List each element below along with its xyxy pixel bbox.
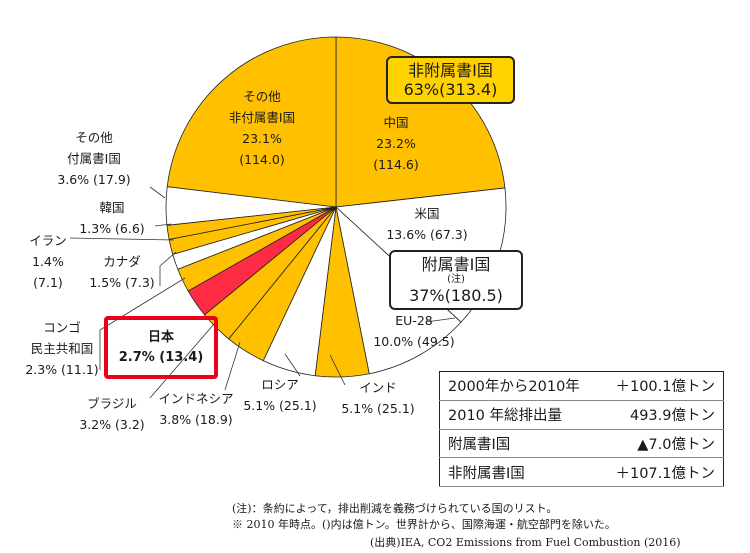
leader-lines bbox=[69, 186, 456, 399]
summary-row: 附属書Ⅰ国 ▲7.0億トン bbox=[439, 429, 724, 459]
summary-value: ＋100.1億トン bbox=[598, 371, 724, 401]
leader-line-korea bbox=[154, 223, 172, 227]
leader-line-other-annex bbox=[149, 186, 166, 199]
non-annex-callout: 非附属書Ⅰ国 63%(313.4) bbox=[386, 56, 515, 104]
summary-label: 2000年から2010年 bbox=[439, 371, 599, 401]
leader-line-india bbox=[329, 354, 346, 386]
leader-line-eu bbox=[425, 317, 456, 323]
annex-callout: 附属書Ⅰ国 (注) 37%(180.5) bbox=[389, 250, 523, 310]
summary-row: 2010 年総排出量 493.9億トン bbox=[439, 400, 724, 430]
leader-line-congo bbox=[99, 277, 186, 370]
footnote-annex-definition: (注)：条約によって，排出削減を義務づけられている国のリスト。 bbox=[232, 502, 558, 515]
japan-highlight-box bbox=[104, 316, 218, 379]
summary-value: ＋107.1億トン bbox=[598, 457, 724, 487]
label-congo: コンゴ 民主共和国 2.3% (11.1) bbox=[25, 320, 99, 377]
label-china: 中国 23.2% (114.6) bbox=[373, 115, 419, 172]
leader-line-brazil bbox=[149, 323, 215, 399]
label-korea: 韓国 1.3% (6.6) bbox=[79, 200, 145, 236]
leader-line-russia bbox=[284, 353, 301, 377]
label-india: インド 5.1% (25.1) bbox=[341, 380, 415, 416]
label-canada: カナダ 1.5% (7.3) bbox=[89, 254, 155, 290]
label-indonesia: インドネシア 3.8% (18.9) bbox=[158, 391, 234, 427]
label-us: 米国 13.6% (67.3) bbox=[386, 206, 468, 242]
leader-line-indonesia bbox=[224, 341, 241, 391]
summary-table: 2000年から2010年 ＋100.1億トン 2010 年総排出量 493.9億… bbox=[439, 371, 724, 487]
summary-row: 2000年から2010年 ＋100.1億トン bbox=[439, 371, 724, 401]
leader-line-canada bbox=[159, 251, 177, 286]
summary-label: 附属書Ⅰ国 bbox=[439, 429, 599, 459]
label-russia: ロシア 5.1% (25.1) bbox=[243, 377, 317, 413]
leader-line-iran bbox=[69, 237, 175, 241]
label-japan: 日本 2.7% (13.4) bbox=[118, 330, 204, 365]
label-other-annex: その他 付属書I国 3.6% (17.9) bbox=[57, 130, 131, 187]
summary-value: 493.9億トン bbox=[598, 400, 724, 430]
footnote-units: ※ 2010 年時点。()内は億トン。世界計から、国際海運・航空部門を除いた。 bbox=[232, 518, 616, 531]
pie-slice-13 bbox=[166, 36, 337, 208]
summary-row: 非附属書Ⅰ国 ＋107.1億トン bbox=[439, 457, 724, 487]
label-other-non-annex: その他 非付属書I国 23.1% (114.0) bbox=[228, 89, 296, 167]
summary-label: 非附属書Ⅰ国 bbox=[439, 457, 599, 487]
label-iran: イラン 1.4% (7.1) bbox=[29, 233, 67, 290]
label-eu: EU-28 10.0% (49.5) bbox=[373, 313, 455, 349]
source-note: (出典)IEA, CO2 Emissions from Fuel Combust… bbox=[370, 536, 681, 549]
summary-label: 2010 年総排出量 bbox=[439, 400, 599, 430]
pie-slices bbox=[165, 36, 507, 378]
label-brazil: ブラジル 3.2% (3.2) bbox=[79, 396, 145, 432]
summary-value: ▲7.0億トン bbox=[598, 429, 724, 459]
